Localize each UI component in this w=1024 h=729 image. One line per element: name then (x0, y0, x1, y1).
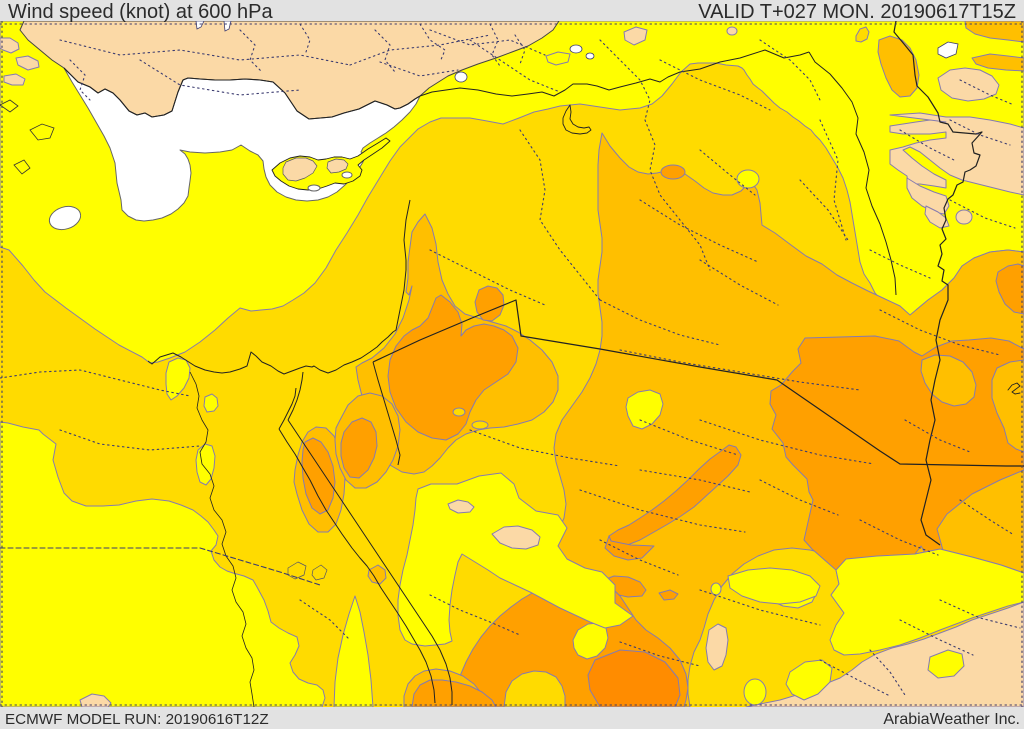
svg-text:ArabiaWeather Inc.: ArabiaWeather Inc. (883, 711, 1020, 728)
svg-text:ECMWF MODEL RUN: 20190616T12Z: ECMWF MODEL RUN: 20190616T12Z (5, 711, 269, 728)
svg-text:Wind speed (knot) at 600 hPa: Wind speed (knot) at 600 hPa (8, 1, 273, 23)
svg-text:VALID T+027 MON. 20190617T15Z: VALID T+027 MON. 20190617T15Z (698, 1, 1016, 23)
